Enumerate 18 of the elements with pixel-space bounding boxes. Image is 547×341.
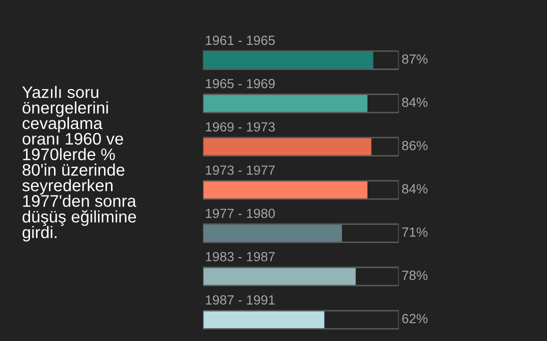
data-label: 84% [402,184,428,194]
y-tick-label: 1977 - 1980 [206,208,275,218]
data-label: 62% [402,314,428,324]
y-tick-label: 1961 - 1965 [206,36,275,46]
data-label: 71% [402,227,428,237]
data-label: 84% [402,98,428,107]
text: Yazılı soru önergelerini cevaplama oranı 1960 ve 1970lerde % 80'in üzerinde seyrederken 1977'den sonra düşüş eğilimine girdi. [22,86,136,242]
y-tick-label: 1969 - 1973 [206,122,275,132]
y-tick-label: 1965 - 1969 [206,78,275,88]
y-tick-label: 1983 - 1987 [206,252,275,262]
y-tick-label: 1973 - 1977 [206,165,275,175]
bar [202,267,356,286]
y-tick-label: 1987 - 1991 [206,295,275,305]
data-label: 87% [402,54,428,64]
bar [202,94,368,113]
data-label: 78% [402,270,428,280]
data-label: 86% [402,140,428,150]
bar [202,180,368,200]
